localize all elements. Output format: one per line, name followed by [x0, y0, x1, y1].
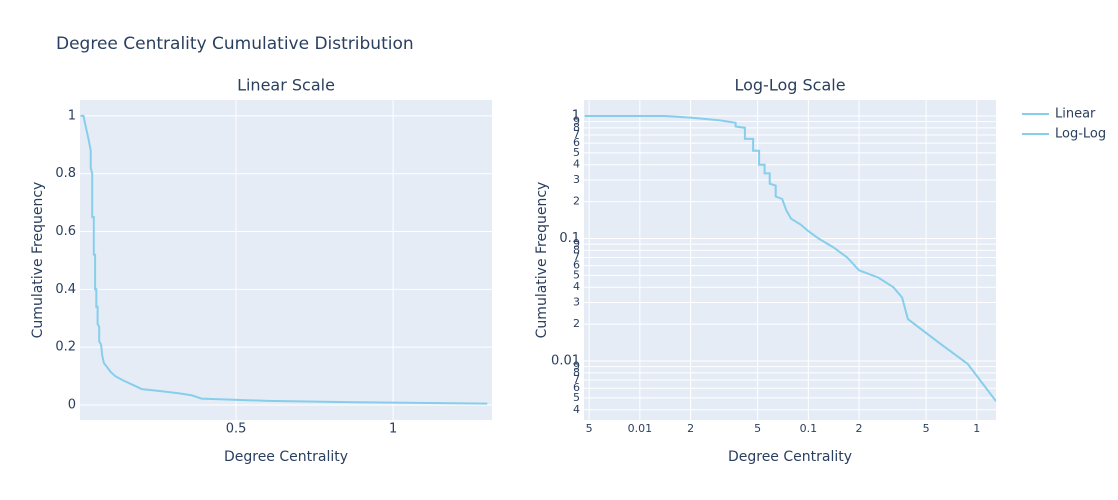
plot-area [584, 100, 996, 420]
plot-area [80, 100, 492, 420]
x-tick-label: 2 [856, 422, 863, 435]
y-tick-label: 0.2 [55, 340, 76, 355]
y-tick-label: 5 [573, 391, 580, 404]
y-tick-label: 8 [573, 243, 580, 256]
y-tick-label: 9 [573, 115, 580, 128]
legend-label: Linear [1055, 107, 1096, 122]
y-tick-label: 0.8 [55, 166, 76, 181]
y-axis-title: Cumulative Frequency [30, 182, 46, 339]
x-axis-title: Degree Centrality [224, 449, 348, 465]
y-tick-label: 2 [573, 317, 580, 330]
y-tick-label: 7 [573, 128, 580, 141]
y-tick-label: 7 [573, 250, 580, 263]
x-tick-label: 2 [687, 422, 694, 435]
y-tick-label: 9 [573, 360, 580, 373]
y-tick-label: 0.01 [551, 354, 580, 369]
y-tick-label: 6 [573, 381, 580, 394]
y-tick-label: 4 [573, 158, 580, 171]
x-tick-label: 5 [586, 422, 593, 435]
subplot-title: Log-Log Scale [734, 76, 845, 95]
y-tick-label: 0.6 [55, 224, 76, 239]
y-tick-label: 0.1 [559, 231, 580, 246]
y-tick-label: 6 [573, 136, 580, 149]
subplot-title: Linear Scale [237, 76, 335, 95]
y-tick-label: 9 [573, 237, 580, 250]
y-tick-label: 4 [573, 280, 580, 293]
x-axis-title: Degree Centrality [728, 449, 852, 465]
series-line [584, 115, 996, 402]
x-tick-label: 1 [389, 422, 397, 437]
y-tick-label: 4 [573, 403, 580, 416]
y-tick-label: 3 [573, 296, 580, 309]
y-tick-label: 5 [573, 146, 580, 159]
x-tick-label: 0.1 [800, 422, 818, 435]
x-tick-label: 0.5 [226, 422, 247, 437]
legend-label: Log-Log [1055, 127, 1106, 142]
y-tick-label: 8 [573, 366, 580, 379]
y-tick-label: 0.4 [55, 282, 76, 297]
y-tick-label: 8 [573, 121, 580, 134]
x-tick-label: 5 [754, 422, 761, 435]
series-line [80, 114, 488, 405]
y-tick-label: 2 [573, 195, 580, 208]
x-tick-label: 0.01 [628, 422, 653, 435]
y-tick-label: 1 [68, 108, 76, 123]
y-tick-label: 7 [573, 373, 580, 386]
y-tick-label: 0 [68, 397, 76, 412]
y-tick-label: 6 [573, 259, 580, 272]
x-tick-label: 5 [923, 422, 930, 435]
figure-title: Degree Centrality Cumulative Distributio… [56, 34, 414, 54]
y-tick-label: 3 [573, 173, 580, 186]
y-axis-title: Cumulative Frequency [534, 182, 550, 339]
y-tick-label: 5 [573, 268, 580, 281]
x-tick-label: 1 [973, 422, 980, 435]
y-tick-label: 1 [572, 108, 580, 123]
